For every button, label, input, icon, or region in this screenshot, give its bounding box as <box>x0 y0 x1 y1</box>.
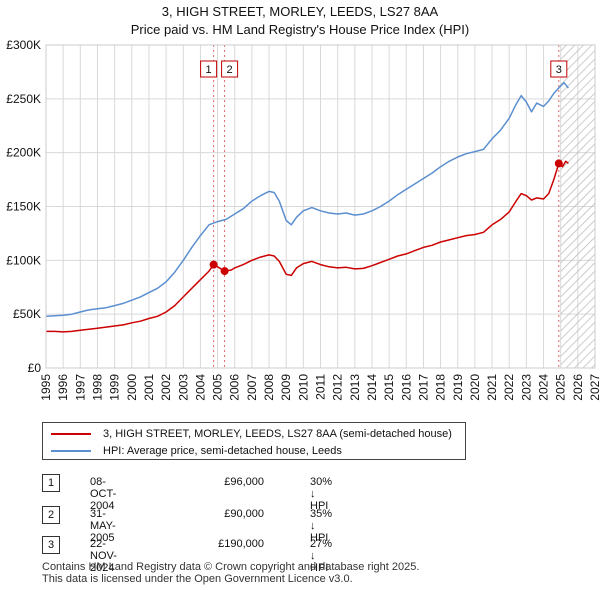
legend-swatch-hpi <box>51 450 91 452</box>
transaction-marker: 1 <box>42 474 60 492</box>
x-tick-label: 2024 <box>537 374 551 401</box>
footer-licence: This data is licensed under the Open Gov… <box>42 573 353 585</box>
chart-title: 3, HIGH STREET, MORLEY, LEEDS, LS27 8AA <box>161 4 439 19</box>
transaction-price: £190,000 <box>218 538 264 550</box>
x-tick-label: 2023 <box>519 374 533 401</box>
x-tick-label: 2009 <box>279 374 293 401</box>
transaction-price: £96,000 <box>224 476 264 488</box>
price-paid-line <box>46 160 569 333</box>
x-tick-label: 2014 <box>365 374 379 401</box>
footer-copyright: Contains HM Land Registry data © Crown c… <box>42 561 420 573</box>
x-tick-label: 2011 <box>314 374 328 400</box>
y-tick-label: £200K <box>6 146 41 160</box>
x-tick-label: 2003 <box>176 374 190 401</box>
legend-item-hpi: HPI: Average price, semi-detached house,… <box>51 443 342 459</box>
x-tick-label: 2012 <box>331 374 345 401</box>
x-tick-label: 2016 <box>399 374 413 401</box>
hpi-line <box>45 81 569 318</box>
transaction-label-box <box>200 60 218 78</box>
y-tick-label: £100K <box>6 253 41 267</box>
transaction-label-box <box>221 60 239 78</box>
transaction-marker: 3 <box>42 536 60 554</box>
x-tick-label: 2017 <box>416 374 430 401</box>
x-tick-label: 2005 <box>211 374 225 401</box>
x-tick-label: 2020 <box>468 374 482 401</box>
legend-item-price: 3, HIGH STREET, MORLEY, LEEDS, LS27 8AA … <box>51 426 452 442</box>
x-tick-label: 2008 <box>262 374 276 401</box>
forecast-hatch <box>560 45 595 368</box>
x-tick-label: 2006 <box>228 374 242 401</box>
x-tick-label: 1999 <box>108 374 122 401</box>
x-tick-label: 2000 <box>125 374 139 401</box>
transaction-label-box <box>550 60 568 78</box>
x-tick-label: 2019 <box>451 374 465 401</box>
x-tick-label: 2022 <box>502 374 516 401</box>
transaction-point <box>220 267 229 276</box>
legend-label-price: 3, HIGH STREET, MORLEY, LEEDS, LS27 8AA … <box>103 428 452 440</box>
transaction-date: 31-MAY-2005 <box>90 508 116 544</box>
x-tick-label: 2026 <box>571 374 585 401</box>
transaction-date: 08-OCT-2004 <box>90 476 117 512</box>
x-tick-label: 2010 <box>296 374 310 401</box>
legend-swatch-price <box>51 433 91 435</box>
x-tick-label: 2018 <box>434 374 448 401</box>
x-tick-label: 2007 <box>245 374 259 401</box>
transaction-date: 22-NOV-2024 <box>90 538 117 574</box>
y-tick-label: £250K <box>6 92 41 106</box>
x-tick-label: 2021 <box>485 374 499 401</box>
transaction-point <box>209 260 218 269</box>
x-tick-label: 2025 <box>554 374 568 401</box>
y-tick-label: £300K <box>6 38 41 52</box>
plot-frame <box>45 44 596 369</box>
x-tick-label: 2015 <box>382 374 396 401</box>
y-tick-label: £150K <box>6 200 41 214</box>
transaction-marker: 2 <box>42 506 60 524</box>
x-tick-label: 2004 <box>193 374 207 401</box>
x-tick-label: 2013 <box>348 374 362 401</box>
transaction-hpi-diff: 27% ↓ HPI <box>310 538 333 574</box>
transaction-hpi-diff: 35% ↓ HPI <box>310 508 333 544</box>
x-tick-label: 1997 <box>73 374 87 401</box>
legend-label-hpi: HPI: Average price, semi-detached house,… <box>103 445 342 457</box>
transaction-hpi-diff: 30% ↓ HPI <box>310 476 333 512</box>
transaction-price: £90,000 <box>224 508 264 520</box>
x-tick-label: 2001 <box>142 374 156 401</box>
y-tick-label: £50K <box>13 307 41 321</box>
x-tick-label: 1998 <box>90 374 104 401</box>
transaction-label: 1 <box>206 64 212 76</box>
x-tick-label: 1995 <box>39 374 53 401</box>
x-tick-label: 1996 <box>56 374 70 401</box>
transaction-label: 3 <box>556 64 562 76</box>
x-tick-label: 2002 <box>159 374 173 401</box>
y-tick-label: £0 <box>28 361 42 375</box>
chart-subtitle: Price paid vs. HM Land Registry's House … <box>130 22 470 37</box>
transaction-point <box>554 159 563 168</box>
x-tick-label: 2027 <box>588 374 600 401</box>
transaction-label: 2 <box>227 64 233 76</box>
legend: 3, HIGH STREET, MORLEY, LEEDS, LS27 8AA … <box>42 422 466 460</box>
